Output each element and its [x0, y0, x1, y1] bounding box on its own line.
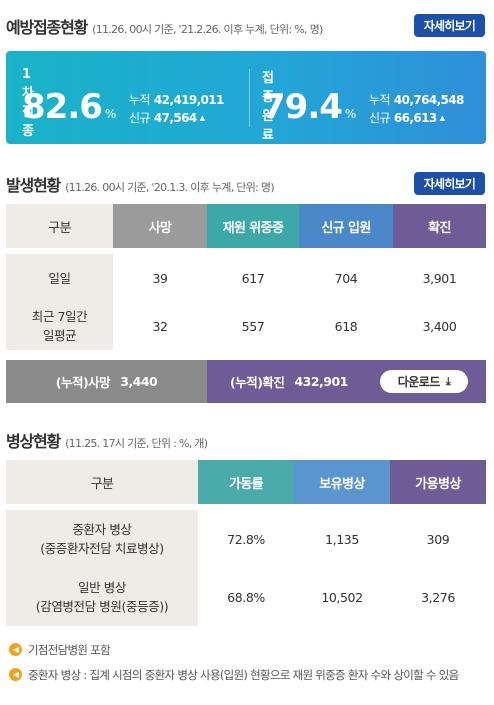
first-dose-cumulative: 누적 42,419,011 — [129, 93, 224, 107]
cell-daily-severe: 617 — [241, 270, 265, 286]
cumulative-confirmed-value: 432,901 — [294, 374, 348, 389]
cell-icu-owned: 1,135 — [325, 531, 359, 547]
up-triangle-icon: ▲ — [439, 114, 445, 122]
cell-icu-occupancy: 72.8% — [227, 531, 265, 547]
occurrence-table: 구분 사망 재원 위중증 신규 입원 확진 일일 최근 7일간 일평균 39 6… — [6, 204, 486, 350]
vaccination-title: 예방접종현황 — [6, 18, 88, 37]
col-category: 구분 — [6, 204, 113, 248]
occurrence-detail-button[interactable]: 자세히보기 — [413, 172, 485, 195]
col-occupancy: 가동률 — [198, 460, 294, 504]
cell-weekly-confirmed: 3,400 — [422, 318, 457, 334]
note-2-text: 중환자 병상 : 집계 시점의 중환자 병상 사용(입원) 현황으로 재원 위중… — [28, 668, 459, 682]
beds-header: 병상현황 (11.25. 17시 기준, 단위 : %, 개) — [6, 428, 208, 452]
row-label-weekly-avg: 최근 7일간 일평균 — [31, 309, 88, 343]
vaccination-divider — [249, 69, 250, 127]
table-row: 39 617 704 3,901 — [113, 254, 486, 302]
note-1-text: 기점전담병원 포함 — [28, 643, 111, 657]
occurrence-subtitle: (11.26. 00시 기준, '20.1.3. 이후 누계, 단위: 명) — [65, 181, 275, 194]
col-category: 구분 — [6, 460, 198, 504]
col-available-beds: 가용병상 — [390, 460, 486, 504]
complete-dose-cumulative: 누적 40,764,548 — [369, 93, 464, 107]
beds-table-header: 구분 가동률 보유병상 가용병상 — [6, 460, 486, 504]
beds-table-body: 중환자 병상 (중증환자전담 치료병상) 일반 병상 (감염병전담 병원(중등증… — [6, 510, 486, 626]
cell-daily-death: 39 — [152, 270, 168, 286]
cumulative-death-value: 3,440 — [120, 374, 158, 389]
cumulative-confirmed: (누적)확진 432,901 다운로드 ⤓ — [207, 360, 486, 403]
first-dose-new: 신규 47,564 ▲ — [129, 111, 205, 125]
cell-weekly-admission: 618 — [334, 318, 358, 334]
first-dose-rate: 82.6% — [22, 87, 116, 127]
download-label: 다운로드 — [397, 375, 441, 389]
vaccination-header: 예방접종현황 (11.26. 00시 기준, '21.2.26. 이후 누계, … — [6, 14, 323, 38]
row-label-daily: 일일 — [48, 270, 71, 286]
col-death: 사망 — [113, 204, 207, 248]
download-button[interactable]: 다운로드 ⤓ — [380, 370, 468, 393]
cell-general-available: 3,276 — [421, 589, 455, 605]
cell-general-occupancy: 68.8% — [227, 589, 265, 605]
cumulative-death-label: (누적)사망 — [55, 375, 111, 390]
col-owned-beds: 보유병상 — [294, 460, 390, 504]
cell-icu-available: 309 — [426, 531, 450, 547]
vaccination-detail-button[interactable]: 자세히보기 — [413, 14, 485, 37]
beds-subtitle: (11.25. 17시 기준, 단위 : %, 개) — [65, 437, 208, 450]
beds-title: 병상현황 — [6, 432, 61, 451]
cell-general-owned: 10,502 — [321, 589, 363, 605]
speaker-icon: ◀ — [9, 643, 22, 656]
vaccination-subtitle: (11.26. 00시 기준, '21.2.26. 이후 누계, 단위: %, … — [92, 23, 323, 36]
note-2: ◀ 중환자 병상 : 집계 시점의 중환자 병상 사용(입원) 현황으로 재원 … — [9, 667, 479, 683]
complete-dose-new: 신규 66,613 ▲ — [369, 111, 445, 125]
cell-weekly-severe: 557 — [241, 318, 265, 334]
row-label-icu: 중환자 병상 (중증환자전담 치료병상) — [40, 522, 164, 556]
complete-dose-label: 접종완료 — [262, 71, 274, 143]
cell-daily-admission: 704 — [334, 270, 358, 286]
first-dose-label: 1차접종 — [22, 67, 34, 139]
cell-daily-confirmed: 3,901 — [422, 270, 457, 286]
cumulative-death: (누적)사망 3,440 — [6, 360, 207, 403]
up-triangle-icon: ▲ — [199, 114, 205, 122]
speaker-icon: ◀ — [9, 668, 22, 681]
cumulative-summary-bar: (누적)사망 3,440 (누적)확진 432,901 다운로드 ⤓ — [6, 360, 486, 403]
complete-dose-rate: 79.4% — [262, 87, 356, 127]
row-label-general: 일반 병상 (감염병전담 병원(중등증)) — [35, 580, 169, 614]
table-row: 68.8% 10,502 3,276 — [198, 568, 486, 626]
col-confirmed: 확진 — [393, 204, 486, 248]
cumulative-confirmed-label: (누적)확진 — [230, 375, 285, 390]
occurrence-header: 발생현황 (11.26. 00시 기준, '20.1.3. 이후 누계, 단위:… — [6, 172, 275, 196]
note-1: ◀ 기점전담병원 포함 — [9, 642, 111, 658]
occurrence-table-body: 일일 최근 7일간 일평균 39 617 704 3,901 32 557 61… — [6, 254, 486, 350]
occurrence-title: 발생현황 — [6, 176, 61, 195]
table-row: 72.8% 1,135 309 — [198, 510, 486, 568]
col-new-admission: 신규 입원 — [299, 204, 393, 248]
col-severe: 재원 위중증 — [207, 204, 299, 248]
occurrence-table-header: 구분 사망 재원 위중증 신규 입원 확진 — [6, 204, 486, 248]
beds-table: 구분 가동률 보유병상 가용병상 중환자 병상 (중증환자전담 치료병상) 일반… — [6, 460, 486, 626]
vaccination-card: 1차접종 82.6% 누적 42,419,011 신규 47,564 ▲ 접종완료 7… — [6, 51, 486, 144]
table-row: 32 557 618 3,400 — [113, 302, 486, 350]
download-icon: ⤓ — [445, 374, 451, 388]
cell-weekly-death: 32 — [152, 318, 168, 334]
